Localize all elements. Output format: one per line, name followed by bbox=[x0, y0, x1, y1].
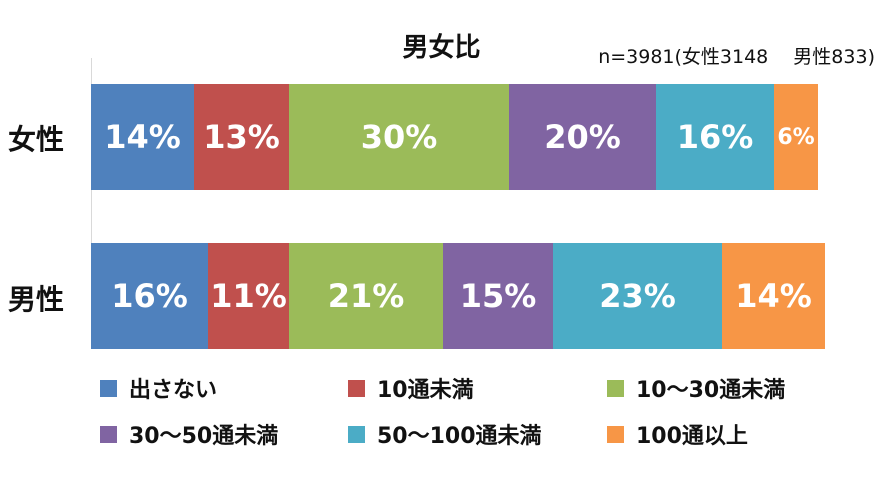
legend-label: 出さない bbox=[129, 378, 218, 403]
bar-segment-female-3: 30% bbox=[289, 84, 509, 190]
data-label: 14% bbox=[735, 277, 812, 315]
legend-label: 50～100通未満 bbox=[377, 424, 542, 449]
legend-label: 10～30通未満 bbox=[636, 378, 786, 403]
legend-swatch bbox=[100, 425, 117, 443]
legend-item: 出さない bbox=[100, 372, 217, 404]
category-label-male: 男性 bbox=[8, 283, 65, 316]
data-label: 14% bbox=[104, 118, 181, 156]
data-label: 20% bbox=[544, 118, 621, 156]
chart-title: 男女比 bbox=[402, 33, 481, 63]
category-label-female: 女性 bbox=[8, 123, 65, 156]
legend-swatch bbox=[348, 379, 365, 397]
legend-item: 100通以上 bbox=[607, 418, 748, 450]
data-label: 13% bbox=[203, 118, 280, 156]
data-label: 30% bbox=[360, 118, 438, 156]
legend-item: 50～100通未満 bbox=[348, 418, 542, 450]
legend: 出さない 10通未満 10～30通未満 30～50通未満 50～100通未満 100通以上 bbox=[100, 372, 870, 452]
legend-item: 30～50通未満 bbox=[100, 418, 278, 450]
data-label: 15% bbox=[459, 277, 537, 315]
bar-segment-female-5: 16% bbox=[656, 84, 774, 190]
legend-label: 30～50通未満 bbox=[129, 424, 279, 449]
bar-segment-male-2: 11% bbox=[208, 243, 289, 349]
legend-swatch bbox=[607, 379, 624, 397]
legend-item: 10通未満 bbox=[348, 372, 474, 404]
legend-swatch bbox=[607, 425, 624, 443]
data-label: 11% bbox=[210, 277, 287, 315]
category-axis-line bbox=[91, 58, 92, 349]
data-label: 16% bbox=[111, 277, 188, 315]
bar-segment-male-1: 16% bbox=[91, 243, 208, 349]
bar-segment-male-3: 21% bbox=[289, 243, 443, 349]
sample-size-note: n=3981(女性3148 男性833) bbox=[598, 46, 875, 68]
legend-swatch bbox=[348, 425, 365, 443]
bar-segment-male-4: 15% bbox=[443, 243, 553, 349]
bar-segment-female-4: 20% bbox=[509, 84, 656, 190]
bar-segment-male-5: 23% bbox=[553, 243, 722, 349]
data-label: 16% bbox=[676, 118, 754, 156]
legend-item: 10～30通未満 bbox=[607, 372, 785, 404]
bar-segment-female-2: 13% bbox=[194, 84, 289, 190]
bar-segment-female-6: 6% bbox=[774, 84, 818, 190]
bar-segment-male-6: 14% bbox=[722, 243, 825, 349]
legend-label: 10通未満 bbox=[377, 378, 474, 403]
legend-label: 100通以上 bbox=[636, 424, 748, 449]
data-label: 6% bbox=[777, 124, 815, 150]
bar-segment-female-1: 14% bbox=[91, 84, 194, 190]
data-label: 21% bbox=[327, 277, 405, 315]
legend-swatch bbox=[100, 379, 117, 397]
data-label: 23% bbox=[599, 277, 676, 315]
